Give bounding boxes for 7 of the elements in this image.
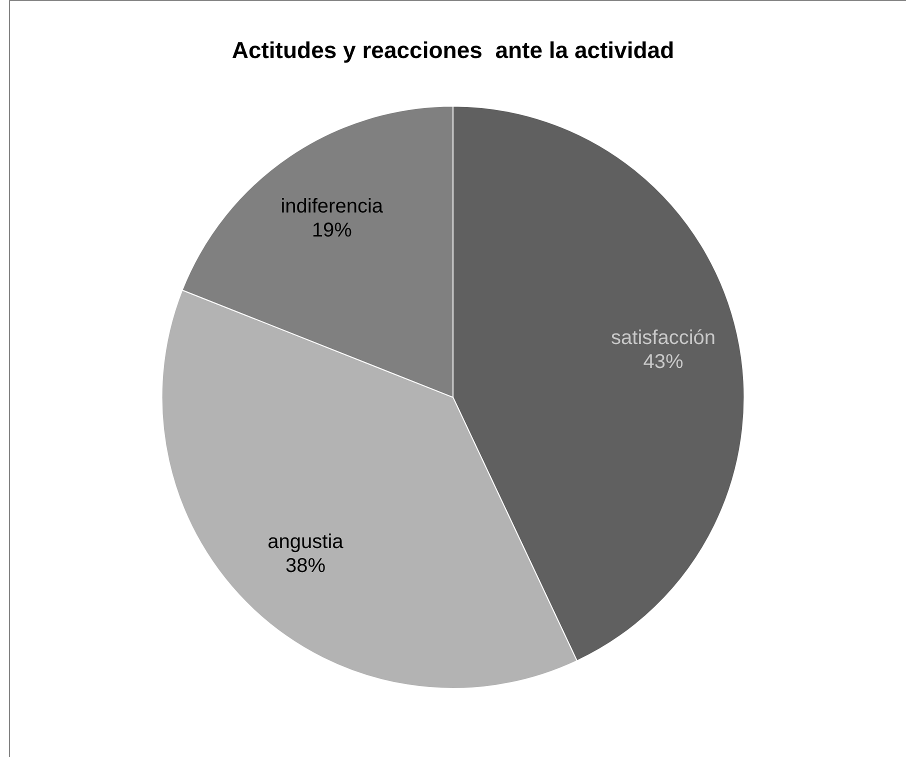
slice-label: angustia [268,530,344,553]
data-label: 43% [643,350,684,373]
chart-title: Actitudes y reacciones ante la actividad [232,37,674,64]
data-label: 38% [285,554,326,577]
slice-label: satisfacción [611,326,716,349]
slice-label: indiferencia [280,196,384,218]
data-label: 19% [312,220,352,242]
